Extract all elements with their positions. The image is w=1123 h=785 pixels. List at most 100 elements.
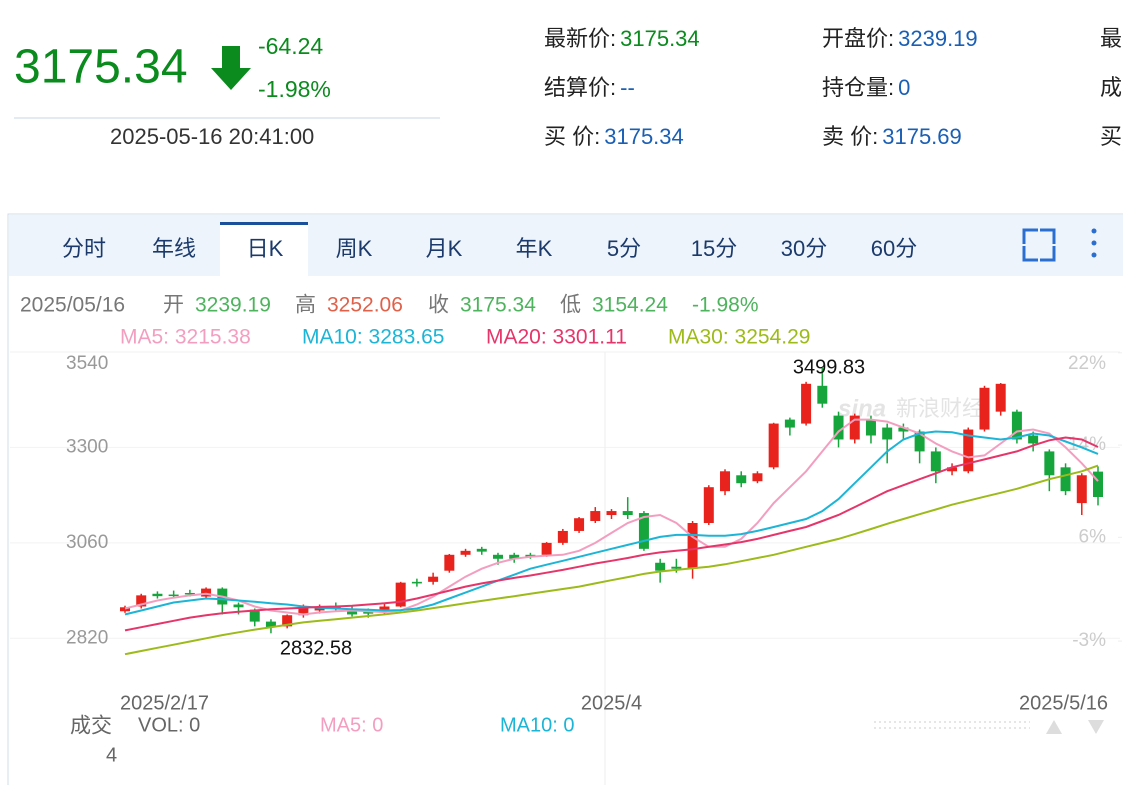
candle-body <box>752 473 763 482</box>
tab[interactable]: 周K <box>336 236 373 261</box>
candle-body <box>622 511 633 516</box>
volume-vol: VOL: 0 <box>138 714 200 736</box>
candle-body <box>476 548 487 552</box>
tab[interactable]: 日K <box>247 236 284 261</box>
field-value: 3239.19 <box>898 26 978 51</box>
candle-body <box>460 550 471 555</box>
price: 3175.34 <box>14 41 188 94</box>
fullscreen-icon[interactable] <box>1022 228 1056 262</box>
tab[interactable]: 分时 <box>62 236 106 261</box>
volume-title: 成交 <box>70 715 112 738</box>
candle-body <box>655 562 666 571</box>
candle-body <box>963 429 974 472</box>
field-label: 买 价: <box>544 124 600 149</box>
candle-body <box>541 542 552 555</box>
field-label: 最新价: <box>544 26 616 51</box>
legend-entry: MA5: 3215.38 <box>120 326 251 349</box>
field-label: 买 <box>1100 124 1122 149</box>
legend-entry: MA30: 3254.29 <box>668 326 810 349</box>
candle-body <box>379 606 390 613</box>
field-label: 持仓量: <box>822 75 894 100</box>
candle-body <box>979 387 990 430</box>
tab[interactable]: 年线 <box>152 236 196 261</box>
candle-body <box>930 451 941 472</box>
candle-body <box>233 604 244 608</box>
ma-line <box>124 464 1099 656</box>
candle-body <box>768 423 779 468</box>
low-annotation: 2832.58 <box>280 637 352 659</box>
field-label: 开盘价: <box>822 26 894 51</box>
candle-body <box>801 383 812 424</box>
candle-body <box>1060 467 1071 492</box>
candle-body <box>509 554 520 559</box>
candle-body <box>249 609 260 622</box>
candle-body <box>282 615 293 627</box>
y-tick-label: 2820 <box>66 627 108 648</box>
tab[interactable]: 年K <box>516 236 553 261</box>
candle-body <box>168 594 179 597</box>
candle-body <box>720 471 731 492</box>
tab[interactable]: 15分 <box>691 236 737 261</box>
info-label: 低 <box>560 294 581 317</box>
candle-body <box>638 513 649 549</box>
field-value: 0 <box>898 75 910 100</box>
tab[interactable]: 5分 <box>607 236 641 261</box>
field-label: 结算价: <box>544 75 616 100</box>
field-label: 最 <box>1100 26 1122 51</box>
tab[interactable]: 60分 <box>871 236 917 261</box>
volume-scale: 4 <box>106 744 117 766</box>
high-annotation: 3499.83 <box>793 356 865 378</box>
candle-body <box>1044 451 1055 476</box>
change: -64.24 <box>258 33 323 59</box>
info-value: 3175.34 <box>460 294 536 317</box>
x-tick-label: 2025/5/16 <box>1019 692 1108 714</box>
tab[interactable]: 30分 <box>781 236 827 261</box>
ma-line <box>124 418 1099 616</box>
down-arrow <box>211 46 251 90</box>
y2-tick-label: -3% <box>1072 630 1106 651</box>
candle-body <box>574 518 585 531</box>
active-tab <box>220 222 308 278</box>
info-date: 2025/05/16 <box>20 294 125 317</box>
candle-body <box>395 582 406 607</box>
candle-body <box>995 383 1006 412</box>
candle-body <box>298 607 309 616</box>
candle-body <box>152 593 163 597</box>
candle-body <box>833 415 844 440</box>
tab-bar <box>9 215 1123 276</box>
ma-line <box>124 436 1099 632</box>
field-value: 3175.34 <box>620 26 700 51</box>
field-value: 3175.69 <box>882 124 962 149</box>
info-label: 高 <box>295 294 316 317</box>
y-tick-label: 3060 <box>66 532 108 553</box>
active-tab-bar <box>220 222 308 225</box>
candle-body <box>1011 411 1022 440</box>
watermark-logo: sina <box>838 395 886 422</box>
candle-body <box>1028 435 1039 444</box>
scroll-up[interactable] <box>1046 720 1062 734</box>
candle-body <box>703 487 714 523</box>
info-value: 3154.24 <box>592 294 668 317</box>
candle-body <box>411 581 422 584</box>
candle-body <box>736 475 747 484</box>
candle-body <box>914 431 925 452</box>
y2-tick-label: 6% <box>1079 526 1107 547</box>
more-icon[interactable] <box>1091 228 1097 258</box>
ma-line <box>124 430 1099 616</box>
candle-body <box>671 566 682 569</box>
watermark-text: 新浪财经 <box>896 396 984 421</box>
candle-body <box>817 385 828 404</box>
tab[interactable]: 月K <box>426 236 463 261</box>
info-value: 3239.19 <box>195 294 271 317</box>
candle-body <box>1076 475 1087 504</box>
info-label: 收 <box>428 294 449 317</box>
info-value: 3252.06 <box>327 294 403 317</box>
scroll-down[interactable] <box>1088 720 1104 734</box>
y2-tick-label: 22% <box>1068 353 1106 374</box>
candle-body <box>428 576 439 582</box>
candle-body <box>492 554 503 559</box>
time: 2025-05-16 20:41:00 <box>110 124 314 149</box>
candle-body <box>849 415 860 440</box>
change-pct: -1.98% <box>258 76 331 102</box>
